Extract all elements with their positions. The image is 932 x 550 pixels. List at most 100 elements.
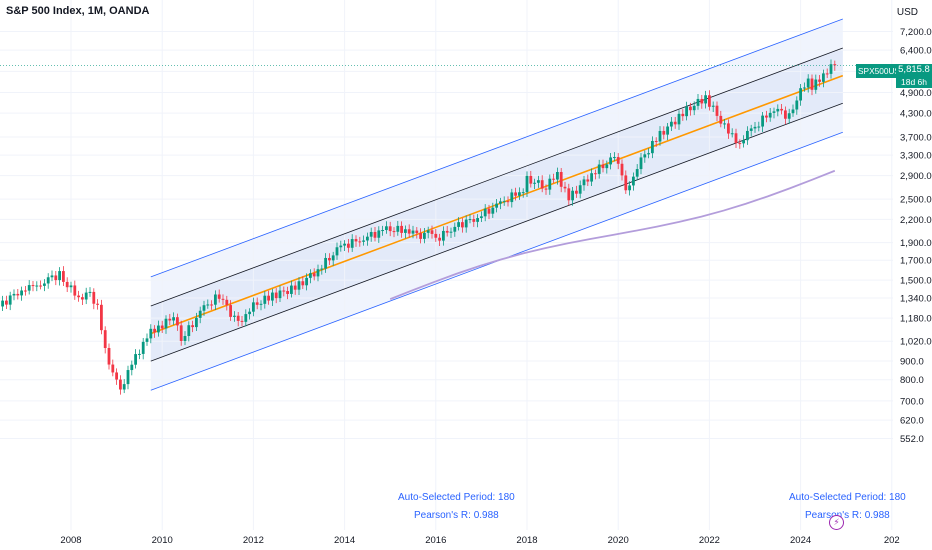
- candle-body: [795, 100, 799, 110]
- candle-body: [689, 106, 692, 111]
- candle-body: [426, 230, 430, 233]
- candle-body: [692, 105, 696, 111]
- candle-body: [309, 273, 312, 278]
- candle-body: [187, 325, 191, 337]
- candle-body: [449, 231, 453, 233]
- candle-body: [616, 157, 620, 164]
- candle-body: [100, 304, 103, 331]
- candle-body: [77, 295, 80, 298]
- candle-body: [434, 233, 438, 238]
- candle-body: [423, 232, 426, 239]
- period-label-right: Auto-Selected Period: 180: [789, 492, 906, 503]
- candle-body: [586, 179, 590, 182]
- candle-body: [343, 243, 346, 246]
- candle-body: [624, 175, 628, 191]
- candle-body: [677, 113, 681, 125]
- x-tick-label: 2016: [425, 535, 446, 546]
- candle-body: [20, 290, 23, 296]
- y-tick-label: 3,300.0: [900, 151, 932, 162]
- candle-body: [328, 257, 331, 261]
- candle-body: [419, 233, 422, 239]
- candle-body: [244, 314, 248, 322]
- candle-body: [411, 230, 415, 234]
- candle-body: [301, 281, 305, 286]
- candle-body: [217, 294, 221, 299]
- candle-body: [373, 231, 377, 238]
- candle-body: [620, 163, 624, 176]
- candle-body: [711, 105, 715, 107]
- candle-body: [278, 290, 282, 299]
- candle-body: [115, 372, 118, 380]
- candle-body: [316, 269, 320, 277]
- candle-body: [791, 109, 795, 114]
- candle-body: [229, 305, 232, 317]
- candle-body: [347, 243, 350, 248]
- candle-body: [681, 113, 685, 117]
- candle-body: [354, 239, 358, 242]
- candle-body: [529, 175, 533, 184]
- candle-body: [468, 219, 472, 221]
- candle-body: [130, 364, 134, 371]
- candle-body: [39, 285, 42, 287]
- candle-body: [666, 126, 669, 135]
- candle-body: [480, 216, 483, 219]
- candle-body: [658, 130, 662, 142]
- candle-body: [92, 291, 96, 304]
- candle-body: [753, 126, 757, 129]
- candle-body: [27, 285, 31, 291]
- y-tick-label: 620.0: [900, 416, 924, 427]
- candle-body: [483, 208, 487, 217]
- candle-body: [305, 277, 308, 286]
- candle-body: [525, 175, 529, 193]
- chart-title: S&P 500 Index, 1M, OANDA: [6, 5, 150, 17]
- candle-body: [400, 225, 403, 233]
- candle-body: [202, 305, 206, 311]
- candle-body: [407, 229, 411, 234]
- candle-body: [221, 298, 225, 300]
- candle-body: [350, 239, 354, 248]
- candle-body: [510, 192, 514, 203]
- channel-upper-outer-line: [150, 18, 843, 278]
- candle-body: [472, 219, 476, 222]
- candle-body: [141, 341, 145, 354]
- candle-body: [415, 230, 419, 234]
- candle-body: [172, 317, 175, 321]
- candle-body: [723, 123, 726, 125]
- candle-body: [514, 192, 517, 196]
- candle-body: [320, 268, 324, 270]
- y-tick-label: 700.0: [900, 396, 924, 407]
- candle-body: [654, 140, 658, 142]
- candle-body: [700, 98, 704, 104]
- candle-body: [567, 188, 571, 201]
- candle-body: [392, 231, 396, 233]
- candle-body: [438, 237, 441, 241]
- candle-body: [639, 157, 643, 170]
- candle-body: [563, 186, 567, 189]
- candle-body: [198, 310, 202, 318]
- candle-body: [590, 173, 593, 182]
- y-tick-label: 552.0: [900, 434, 924, 445]
- y-tick-label: 2,200.0: [900, 215, 932, 226]
- pearson-label-right: Pearson's R: 0.988: [805, 510, 890, 521]
- candle-body: [81, 297, 84, 300]
- candle-body: [597, 164, 601, 174]
- candle-body: [297, 281, 301, 290]
- bar-countdown: 18d 6h: [901, 77, 927, 87]
- candle-body: [225, 299, 229, 306]
- symbol-tag-label: SPX500USD: [858, 66, 906, 76]
- candle-body: [214, 294, 217, 305]
- candle-body: [445, 230, 449, 233]
- y-tick-label: 1,700.0: [900, 256, 932, 267]
- candle-body: [24, 290, 27, 292]
- sma-line: [389, 169, 836, 300]
- candle-body: [255, 302, 259, 305]
- candle-body: [84, 292, 88, 300]
- candle-body: [776, 108, 780, 112]
- candle-body: [179, 325, 183, 341]
- candle-body: [286, 291, 289, 294]
- x-tick-label: 2012: [243, 535, 264, 546]
- candle-body: [556, 172, 559, 180]
- lightning-icon[interactable]: ⚡: [829, 515, 844, 530]
- candle-body: [111, 364, 115, 373]
